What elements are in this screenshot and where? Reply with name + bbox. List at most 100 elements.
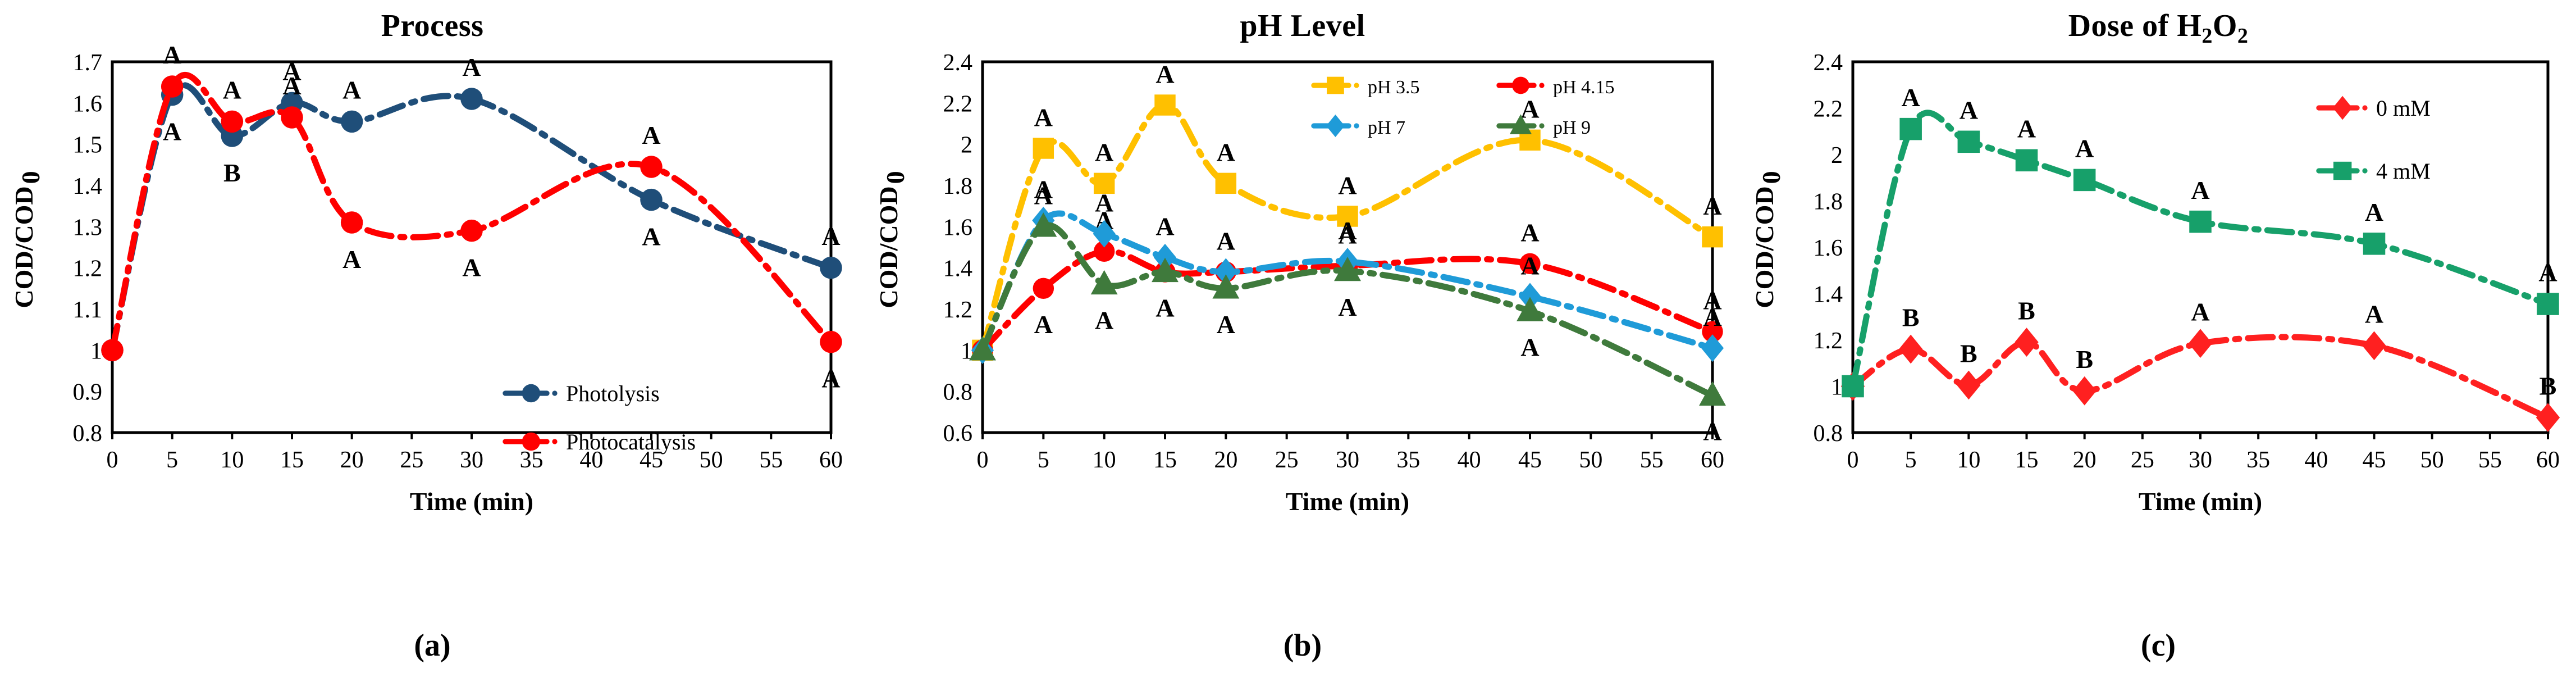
significance-label: B bbox=[1902, 303, 1920, 332]
x-axis-tick-label: 5 bbox=[1905, 447, 1917, 473]
legend-item: Photolysis bbox=[503, 381, 660, 406]
y-axis-title: COD/COD bbox=[10, 186, 38, 308]
significance-label: A bbox=[282, 57, 301, 86]
data-point-marker bbox=[1702, 321, 1723, 343]
legend-label: 0 mM bbox=[2376, 96, 2431, 121]
significance-label: A bbox=[1095, 138, 1113, 167]
panel-a-title: Process bbox=[381, 8, 484, 43]
x-axis-tick-label: 30 bbox=[2189, 447, 2212, 473]
data-point-marker bbox=[2073, 169, 2096, 192]
data-point-marker bbox=[1699, 381, 1726, 406]
x-axis-tick-label: 35 bbox=[2246, 447, 2270, 473]
y-axis-tick-label: 1.8 bbox=[943, 174, 973, 199]
series-4-mm: A A A A A A A bbox=[1842, 83, 2559, 398]
data-point-marker bbox=[1152, 257, 1179, 283]
data-point-marker bbox=[1519, 253, 1541, 275]
legend-label: Photolysis bbox=[566, 381, 660, 406]
y-axis-tick-label: 2.2 bbox=[1814, 97, 1843, 122]
x-axis-tick-label: 15 bbox=[1153, 447, 1177, 473]
x-axis-tick-label: 45 bbox=[1518, 447, 1542, 473]
significance-label: A bbox=[1217, 138, 1235, 167]
x-axis-tick-label: 55 bbox=[2478, 447, 2502, 473]
significance-label: A bbox=[342, 76, 361, 104]
data-point-marker bbox=[161, 75, 184, 98]
legend: Photolysis Photocatalysis bbox=[503, 381, 696, 454]
data-point-marker bbox=[2536, 403, 2560, 433]
y-axis-tick-label: 0.9 bbox=[73, 380, 103, 406]
y-axis-tick-label: 1.5 bbox=[73, 133, 103, 158]
y-axis-tick-label: 1.1 bbox=[73, 297, 103, 323]
panel-c-letter: (c) bbox=[2140, 628, 2176, 663]
legend-dot-icon bbox=[1539, 83, 1545, 88]
y-axis-tick-label: 1.4 bbox=[1814, 282, 1843, 308]
x-axis-tick-label: 45 bbox=[640, 447, 663, 473]
data-point-marker bbox=[1214, 258, 1237, 286]
significance-label: A bbox=[1703, 192, 1721, 220]
data-point-marker bbox=[460, 219, 483, 242]
data-point-marker bbox=[1842, 375, 1864, 398]
data-point-marker bbox=[1518, 283, 1542, 311]
significance-label: A bbox=[1217, 226, 1235, 255]
legend-item: pH 9 bbox=[1496, 114, 1591, 138]
y-axis-tick-label: 0.8 bbox=[73, 421, 103, 447]
x-axis-tick-label: 40 bbox=[1458, 447, 1481, 473]
x-axis-tick-label: 0 bbox=[107, 447, 118, 473]
significance-label: A bbox=[821, 222, 840, 251]
legend: pH 3.5 pH 4.15 pH 7 pH 9 bbox=[1311, 76, 1615, 138]
x-axis-tick-label: 35 bbox=[520, 447, 543, 473]
data-point-marker bbox=[1517, 297, 1543, 321]
legend-dot-icon bbox=[1354, 123, 1359, 129]
significance-label: A bbox=[2191, 297, 2209, 326]
x-axis-tick-label: 55 bbox=[1640, 447, 1664, 473]
significance-label: A bbox=[2365, 198, 2383, 226]
panel-a-letter: (a) bbox=[414, 628, 451, 663]
significance-label: A bbox=[1034, 181, 1053, 210]
data-point-marker bbox=[1030, 212, 1057, 237]
x-axis-tick-label: 20 bbox=[1214, 447, 1237, 473]
x-axis-tick-label: 25 bbox=[400, 447, 423, 473]
y-axis-tick-label: 2 bbox=[961, 133, 972, 158]
x-axis-title: Time (min) bbox=[1286, 487, 1409, 516]
data-point-marker bbox=[2363, 233, 2386, 255]
x-axis-tick-label: 25 bbox=[1275, 447, 1299, 473]
x-axis-tick-label: 40 bbox=[2304, 447, 2328, 473]
y-axis-tick-label: 1 bbox=[961, 338, 972, 364]
x-axis-tick-label: 10 bbox=[220, 447, 244, 473]
x-axis-tick-label: 50 bbox=[1579, 447, 1602, 473]
x-axis-tick-label: 10 bbox=[1093, 447, 1116, 473]
significance-label: A bbox=[1338, 171, 1356, 199]
significance-label: A bbox=[282, 71, 301, 100]
panel-c-svg: 0.8 1 1.2 1.4 1.6 1.8 2 2.2 2.4 0 5 10 15 20 25 30 35 40 4… bbox=[1750, 50, 2560, 516]
y-axis-tick-label: 1 bbox=[90, 338, 102, 364]
legend-item: pH 3.5 bbox=[1311, 76, 1420, 98]
y-axis-title: COD/COD bbox=[1750, 186, 1779, 308]
legend-marker-square-icon bbox=[2333, 161, 2352, 180]
significance-label: A bbox=[642, 222, 660, 251]
x-axis-tick-label: 0 bbox=[977, 447, 989, 473]
data-point-marker bbox=[2188, 329, 2213, 358]
data-point-marker bbox=[1957, 130, 1980, 153]
y-axis-title-group: COD/COD 0 bbox=[10, 171, 45, 308]
significance-label: A bbox=[342, 245, 361, 274]
panel-c-title-sub2: 2 bbox=[2237, 24, 2249, 48]
legend-item: 0 mM bbox=[2316, 96, 2431, 121]
data-point-marker bbox=[1154, 94, 1176, 116]
x-axis-tick-label: 5 bbox=[166, 447, 178, 473]
y-axis-title-group: COD/COD 0 bbox=[1750, 171, 1785, 308]
significance-label: A bbox=[163, 117, 181, 146]
data-point-marker bbox=[221, 110, 244, 133]
x-axis-tick-label: 0 bbox=[1847, 447, 1859, 473]
panel-c-plot-area: 0.8 1 1.2 1.4 1.6 1.8 2 2.2 2.4 0 5 10 15 20 25 30 35 40 4… bbox=[1741, 0, 2576, 562]
significance-label: A bbox=[1520, 251, 1539, 280]
significance-label: B bbox=[223, 158, 241, 187]
significance-label: B bbox=[2076, 345, 2093, 374]
significance-label: A bbox=[1338, 293, 1356, 321]
plot-frame bbox=[1851, 60, 2550, 434]
legend-item: pH 7 bbox=[1311, 114, 1405, 138]
data-point-marker bbox=[1033, 278, 1054, 299]
x-axis-tick-label: 60 bbox=[2536, 447, 2560, 473]
legend-dot-icon bbox=[2362, 168, 2368, 174]
significance-label: A bbox=[1338, 216, 1356, 245]
legend-dot-icon bbox=[2362, 105, 2368, 111]
